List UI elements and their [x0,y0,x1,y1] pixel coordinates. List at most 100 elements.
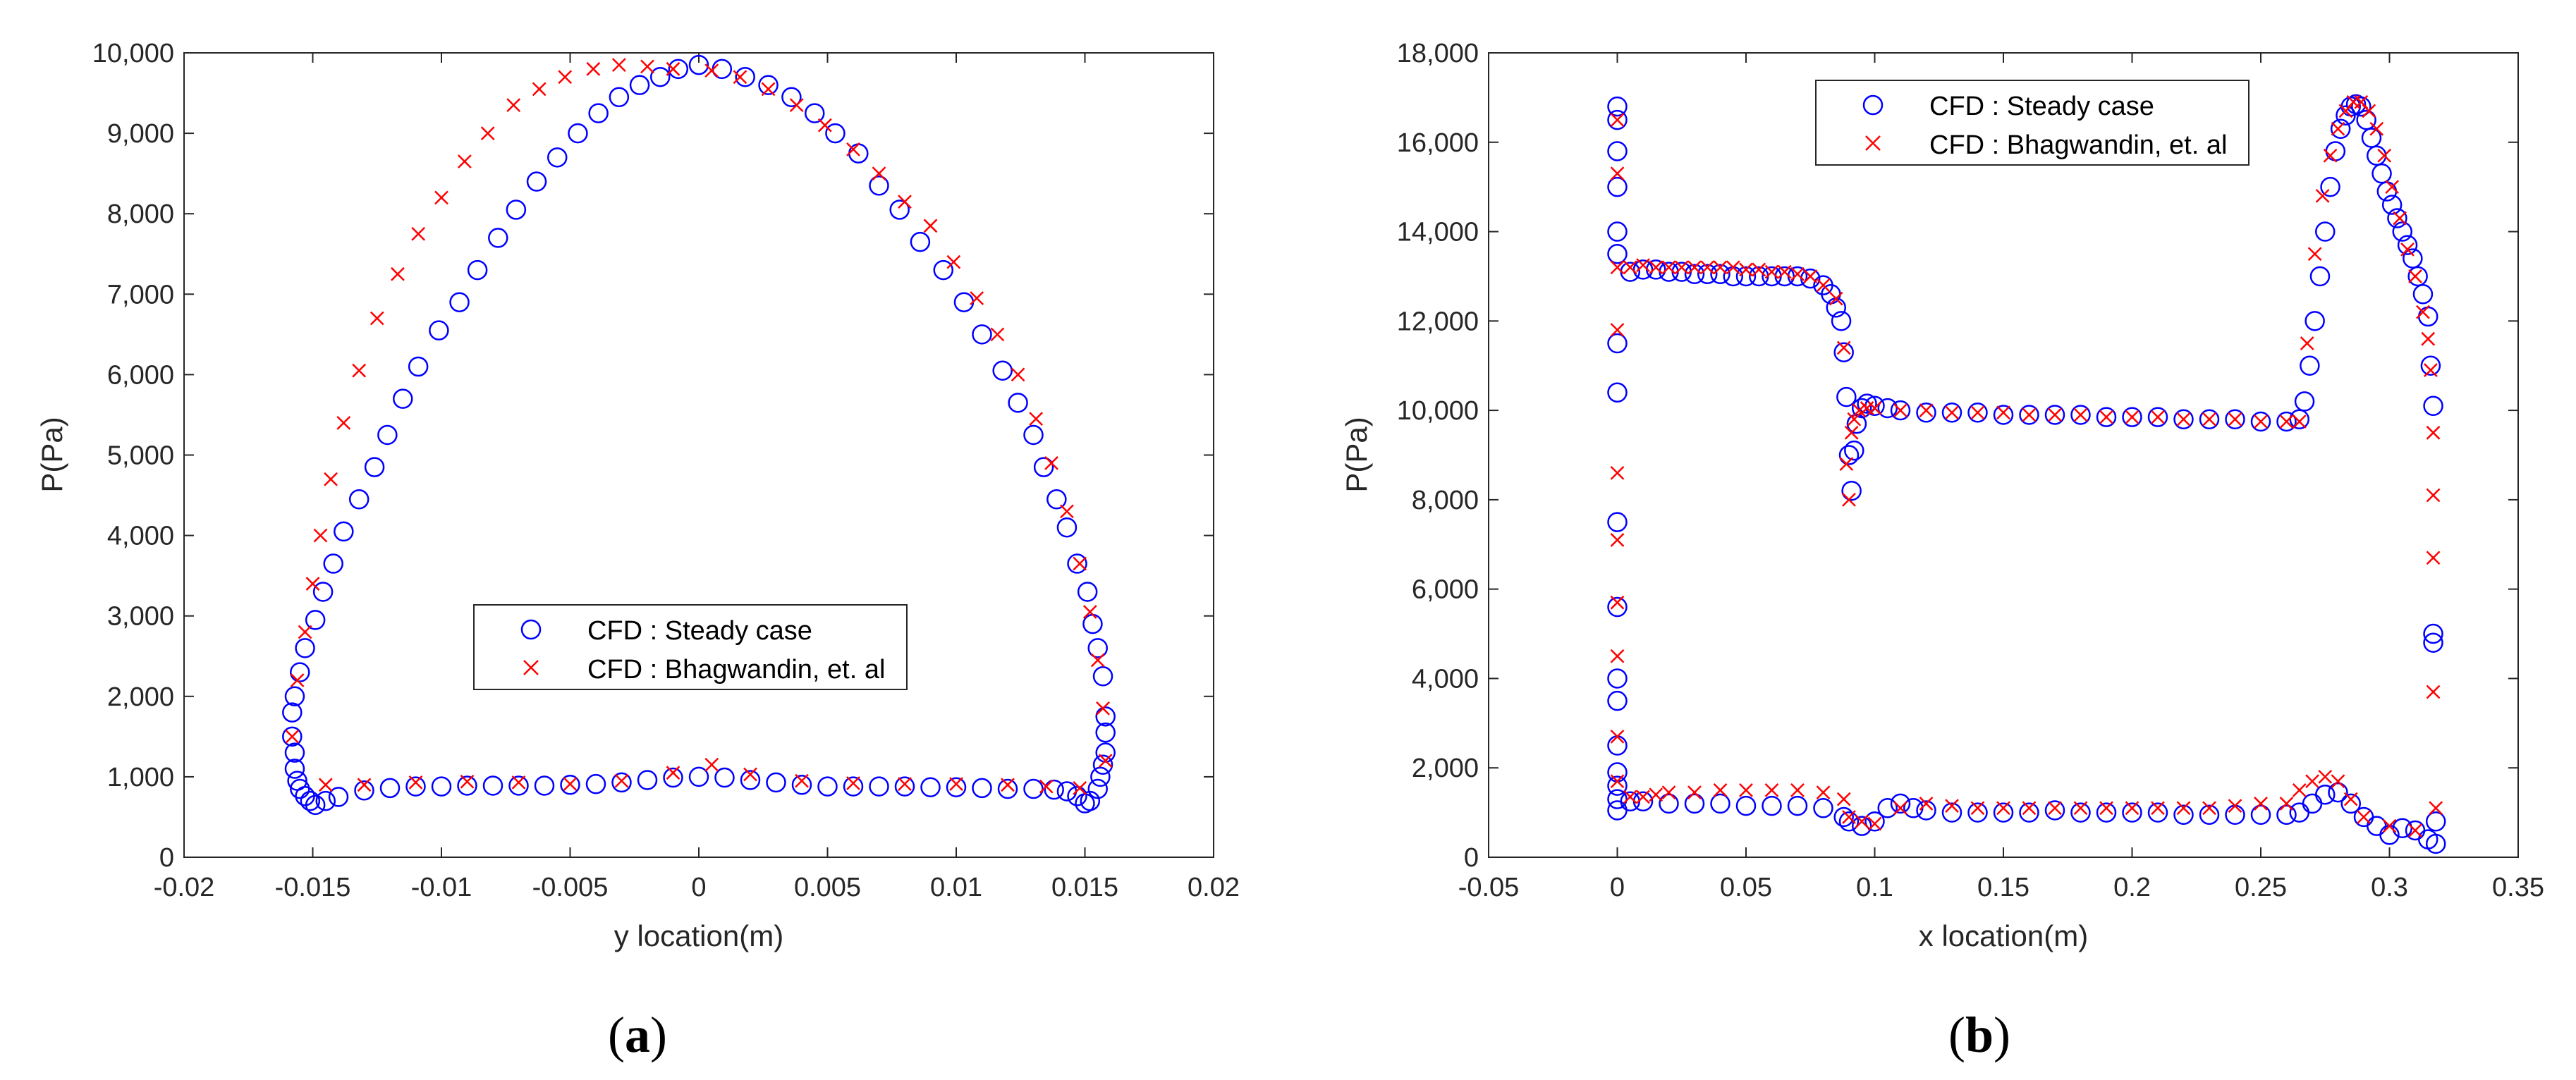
data-point-circle [1916,800,1936,821]
data-point-circle [2397,235,2418,255]
y-tick-label: 12,000 [1397,307,1479,336]
data-point-cross [2048,407,2062,422]
data-point-cross [1082,605,1097,619]
data-point-circle [972,324,992,345]
data-point-circle [1697,264,1718,285]
data-point-cross [2176,801,2191,816]
data-point-cross [1649,787,1664,802]
data-point-cross [2279,797,2294,811]
data-point-cross [2202,801,2216,816]
data-point-cross [2305,774,2319,789]
y-tick-labels-b: 0 2,000 4,000 6,000 8,000 10,000 12,000 14,000 1… [1397,39,2518,873]
data-point-cross [1623,790,1637,804]
data-point-cross [1636,790,1650,804]
data-point-circle [1607,690,1628,711]
data-point-cross [1855,814,1869,829]
data-point-cross [1844,425,1859,440]
data-point-cross [2176,412,2191,427]
data-point-cross [1970,405,1985,420]
data-point-circle [629,75,650,95]
data-point-circle [1087,778,1108,799]
data-point-cross [923,219,938,233]
data-point-circle [1607,96,1628,117]
data-point-cross [2228,799,2242,813]
data-point-cross [1836,340,1851,355]
series-steady-case [1607,94,2446,854]
y-tick-label: 14,000 [1397,218,1479,247]
data-point-cross [1610,260,1625,275]
data-point-circle [2199,409,2220,430]
data-point-cross [1610,323,1625,337]
data-point-circle [284,742,305,763]
data-point-cross [1610,166,1625,181]
data-point-circle [933,259,953,281]
data-point-circle [1008,393,1028,413]
x-axis-label-b: x location(m) [1919,919,2088,952]
legend-box-a [473,604,908,690]
data-point-cross [318,778,333,792]
data-point-circle [2147,407,2168,427]
data-point-circle [1846,413,1867,434]
data-point-cross [391,266,405,281]
data-point-cross [1649,260,1664,275]
data-point-circle [992,360,1013,381]
data-point-circle [284,686,305,707]
data-point-circle [449,292,470,312]
data-point-circle [740,770,761,790]
y-tick-label: 9,000 [107,119,174,149]
legend-label-steady-b: CFD : Steady case [1929,92,2154,121]
data-point-cross [1996,405,2010,420]
plot-area-a [183,52,1214,858]
data-point-circle [1890,400,1911,421]
data-point-cross [1661,785,1676,799]
data-point-cross [2254,415,2268,429]
data-point-circle [609,87,630,108]
data-point-circle [1077,582,1098,602]
data-point-cross [970,291,984,305]
data-point-circle [282,702,303,723]
data-point-cross [1852,403,1867,417]
data-point-cross [1752,262,1766,277]
data-point-circle [2361,128,2382,148]
y-tick-label: 16,000 [1397,128,1479,158]
data-point-circle [506,200,527,220]
data-point-circle [1033,457,1054,477]
data-point-circle [663,767,683,788]
data-point-circle [869,176,889,196]
data-point-cross [511,775,526,790]
data-point-circle [817,776,838,797]
data-point-circle [2351,96,2371,117]
data-point-circle [758,75,779,95]
data-point-circle [791,775,812,795]
data-point-cross [2426,551,2441,565]
data-point-cross [1919,797,1934,811]
data-point-circle [2340,793,2361,814]
data-point-circle [2250,411,2271,432]
data-point-circle [1023,778,1044,799]
data-point-cross [1970,801,1985,816]
legend-marker-steady-a [520,619,542,640]
data-point-cross [1636,258,1650,272]
markers-a [282,54,1116,816]
data-point-circle [482,775,503,796]
data-point-circle [377,424,398,446]
data-point-circle [2315,785,2336,805]
data-point-circle [508,775,529,796]
data-point-cross [1816,785,1831,799]
data-point-cross [898,195,912,209]
data-point-circle [1833,806,1854,828]
data-point-cross [563,777,578,792]
data-point-circle [1735,266,1757,287]
data-point-circle [2122,407,2142,427]
data-point-circle [714,767,735,788]
data-point-circle [1092,666,1113,687]
data-point-cross [1713,260,1728,275]
x-tick-label: -0.05 [1458,873,1520,902]
data-point-circle [1607,775,1628,796]
data-point-circle [2289,409,2309,430]
data-point-circle [1941,802,1962,823]
data-point-cross [1867,401,1882,415]
data-point-circle [2019,405,2039,425]
y-axis-label-b: P(Pa) [1340,417,1373,492]
x-tick-label: 0.015 [1051,873,1118,902]
